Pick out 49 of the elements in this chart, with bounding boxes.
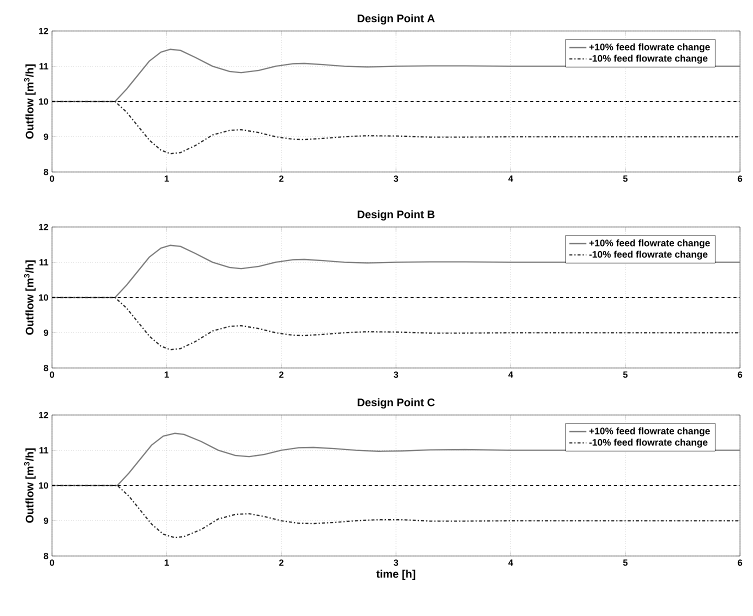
y-tick-label: 11: [40, 259, 48, 266]
x-tick-label: 1: [164, 372, 169, 378]
chart-title: Design Point A: [358, 14, 435, 24]
x-tick-label: 6: [738, 372, 742, 378]
x-tick-label: 1: [164, 176, 169, 182]
x-axis-title: time [h]: [376, 570, 416, 580]
chart-title: Design Point C: [358, 398, 435, 408]
x-tick-label: 6: [738, 176, 742, 182]
y-tick-label: 10: [39, 482, 48, 489]
x-tick-label: 0: [50, 372, 54, 378]
y-tick-label: 9: [44, 134, 48, 140]
y-tick-label: 10: [39, 294, 48, 301]
x-tick-label: 6: [738, 560, 742, 566]
x-tick-label: 1: [164, 560, 169, 566]
y-tick-label: 8: [44, 552, 48, 560]
y-axis-title: Outflow [m$^{3}$/h]: [24, 64, 36, 139]
x-tick-label: 3: [394, 176, 398, 182]
legend-label: +10% feed flowrate change: [589, 427, 710, 436]
x-tick-label: 2: [279, 372, 284, 378]
x-tick-label: 0: [50, 560, 54, 566]
legend-label: -10% feed flowrate change: [589, 438, 708, 448]
y-tick-label: 11: [40, 447, 48, 454]
y-axis-title: Outflow [m$^{3}$/h]: [24, 448, 36, 523]
legend-label: +10% feed flowrate change: [589, 239, 710, 248]
legend-label: +10% feed flowrate change: [589, 43, 710, 52]
x-tick-label: 5: [623, 560, 628, 566]
x-tick-label: 2: [279, 560, 284, 566]
x-tick-label: 4: [508, 372, 514, 378]
y-tick-label: 9: [44, 330, 48, 336]
y-tick-label: 9: [44, 518, 48, 524]
y-tick-label: 8: [44, 364, 48, 372]
x-tick-label: 4: [508, 560, 514, 566]
x-tick-label: 2: [279, 176, 284, 182]
y-axis-title: Outflow [m$^{3}$/h]: [24, 260, 36, 335]
y-tick-label: 8: [44, 168, 48, 176]
y-tick-label: 12: [39, 412, 48, 418]
x-tick-label: 5: [623, 176, 628, 182]
y-tick-label: 12: [39, 224, 48, 230]
legend-label: -10% feed flowrate change: [589, 54, 708, 64]
chart-title: Design Point B: [358, 210, 434, 220]
y-tick-label: 12: [39, 28, 48, 34]
x-tick-label: 4: [508, 176, 514, 182]
y-tick-label: 11: [40, 63, 48, 70]
x-tick-label: 3: [394, 372, 398, 378]
y-tick-label: 10: [39, 98, 48, 105]
x-tick-label: 0: [50, 176, 54, 182]
x-tick-label: 5: [623, 372, 628, 378]
legend-label: -10% feed flowrate change: [589, 250, 708, 260]
x-tick-label: 3: [394, 560, 398, 566]
